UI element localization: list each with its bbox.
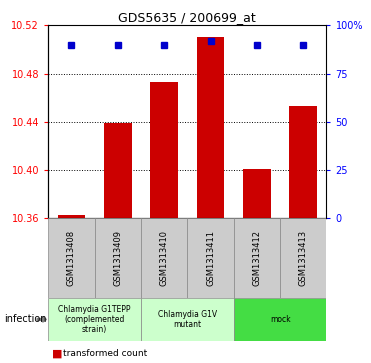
Text: Chlamydia G1V
mutant: Chlamydia G1V mutant (158, 310, 217, 329)
Text: GSM1313408: GSM1313408 (67, 230, 76, 286)
Bar (48, 298, 141, 341)
Bar (141, 218, 187, 298)
Bar (234, 218, 280, 298)
Bar (243, 168, 271, 218)
Text: Chlamydia G1TEPP
(complemented
strain): Chlamydia G1TEPP (complemented strain) (58, 305, 131, 334)
Text: GSM1313412: GSM1313412 (252, 230, 262, 286)
Bar (234, 298, 326, 341)
Bar (197, 37, 224, 218)
Title: GDS5635 / 200699_at: GDS5635 / 200699_at (118, 11, 256, 24)
Text: GSM1313411: GSM1313411 (206, 230, 215, 286)
Bar (280, 218, 326, 298)
Bar (141, 298, 234, 341)
Text: transformed count: transformed count (63, 350, 147, 358)
Text: mock: mock (270, 315, 290, 324)
Text: GSM1313409: GSM1313409 (113, 230, 122, 286)
Text: infection: infection (4, 314, 46, 325)
Bar (150, 82, 178, 218)
Text: GSM1313410: GSM1313410 (160, 230, 169, 286)
Bar (95, 218, 141, 298)
Bar (289, 106, 317, 218)
Bar (187, 218, 234, 298)
Text: ■: ■ (52, 349, 62, 359)
Bar (104, 123, 132, 218)
Bar (58, 215, 85, 218)
Bar (48, 218, 95, 298)
Text: GSM1313413: GSM1313413 (299, 230, 308, 286)
